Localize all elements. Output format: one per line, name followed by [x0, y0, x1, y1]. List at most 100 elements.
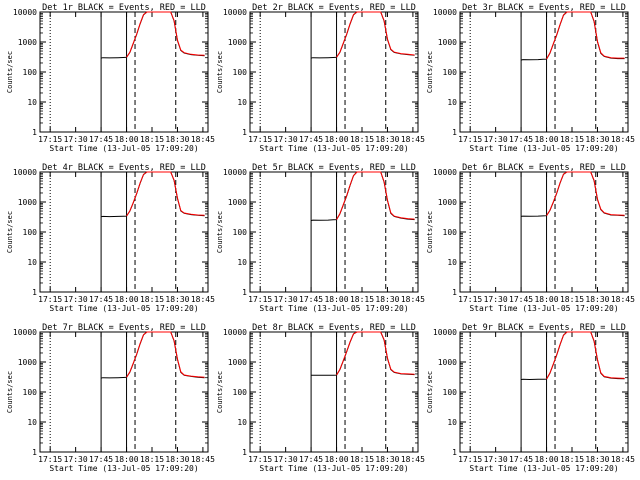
x-tick-label: 17:45 — [509, 295, 533, 304]
chart-panel-9: Det 9r BLACK = Events, RED = LLD 1 10 100 10… — [426, 323, 635, 473]
y-axis-label: Counts/sec — [6, 211, 14, 253]
lld-series-line — [336, 11, 415, 58]
y-tick-label: 10000 — [223, 8, 247, 17]
plot-frame — [249, 11, 419, 133]
y-axis-label: Counts/sec — [426, 51, 434, 93]
x-tick-label: 18:45 — [401, 455, 425, 464]
x-axis-label: Start Time (13-Jul-05 17:09:20) — [259, 304, 408, 313]
x-tick-label: 17:15 — [458, 455, 482, 464]
y-tick-label: 100 — [233, 388, 248, 397]
chart-title: Det 6r BLACK = Events, RED = LLD — [462, 163, 626, 173]
x-tick-label: 17:30 — [484, 135, 508, 144]
x-tick-label: 17:30 — [274, 135, 298, 144]
chart-title: Det 9r BLACK = Events, RED = LLD — [462, 323, 626, 333]
y-tick-label: 1 — [452, 288, 457, 297]
x-tick-label: 18:45 — [191, 135, 215, 144]
x-tick-label: 17:45 — [299, 135, 323, 144]
y-tick-label: 1 — [452, 128, 457, 137]
x-tick-label: 17:30 — [484, 455, 508, 464]
y-tick-label: 100 — [443, 228, 458, 237]
events-series-line — [100, 11, 205, 59]
x-tick-label: 18:00 — [534, 135, 558, 144]
x-tick-label: 17:45 — [509, 455, 533, 464]
y-tick-label: 10 — [237, 418, 247, 427]
y-tick-label: 1 — [32, 288, 37, 297]
y-axis-label: Counts/sec — [216, 371, 224, 413]
x-tick-label: 18:15 — [140, 135, 164, 144]
chart-panel-1: Det 1r BLACK = Events, RED = LLD 1 10 100 10… — [6, 3, 215, 153]
y-tick-label: 1000 — [18, 198, 37, 207]
events-series-line — [310, 171, 415, 222]
x-tick-label: 17:45 — [299, 295, 323, 304]
x-tick-label: 18:15 — [560, 295, 584, 304]
plot-frame — [459, 331, 629, 453]
lld-series-line — [126, 11, 205, 58]
y-axis-label: Counts/sec — [6, 371, 14, 413]
y-tick-label: 10 — [27, 418, 37, 427]
chart-panel-3: Det 3r BLACK = Events, RED = LLD 1 10 100 10… — [426, 3, 635, 153]
x-tick-label: 17:15 — [248, 455, 272, 464]
chart-panel-7: Det 7r BLACK = Events, RED = LLD 1 10 100 10… — [6, 323, 215, 473]
events-series-line — [521, 331, 625, 381]
chart-title: Det 5r BLACK = Events, RED = LLD — [252, 163, 416, 173]
x-tick-label: 18:30 — [585, 295, 609, 304]
y-tick-label: 100 — [443, 68, 458, 77]
y-tick-label: 10000 — [433, 328, 457, 337]
x-tick-label: 18:15 — [140, 295, 164, 304]
x-tick-label: 18:00 — [534, 295, 558, 304]
x-tick-label: 18:30 — [375, 135, 399, 144]
y-axis-label: Counts/sec — [216, 51, 224, 93]
plot-frame — [459, 11, 629, 133]
x-tick-label: 18:00 — [114, 135, 138, 144]
plot-frame — [39, 11, 209, 133]
y-tick-label: 1000 — [438, 198, 457, 207]
y-axis-label: Counts/sec — [426, 211, 434, 253]
lld-series-line — [546, 331, 625, 380]
y-tick-label: 10000 — [433, 8, 457, 17]
x-tick-label: 18:45 — [401, 295, 425, 304]
x-tick-label: 18:00 — [324, 455, 348, 464]
x-axis-label: Start Time (13-Jul-05 17:09:20) — [259, 464, 408, 473]
x-tick-label: 18:45 — [191, 295, 215, 304]
y-tick-label: 10000 — [13, 168, 37, 177]
x-tick-label: 18:30 — [165, 135, 189, 144]
chart-title: Det 1r BLACK = Events, RED = LLD — [42, 3, 206, 13]
x-axis-label: Start Time (13-Jul-05 17:09:20) — [469, 304, 618, 313]
events-series-line — [521, 171, 625, 217]
x-tick-label: 18:30 — [165, 455, 189, 464]
chart-title: Det 7r BLACK = Events, RED = LLD — [42, 323, 206, 333]
x-tick-label: 18:45 — [401, 135, 425, 144]
y-tick-label: 100 — [23, 68, 38, 77]
x-tick-label: 18:00 — [324, 295, 348, 304]
y-tick-label: 10000 — [223, 328, 247, 337]
y-tick-label: 1 — [242, 448, 247, 457]
y-tick-label: 1000 — [438, 358, 457, 367]
x-tick-label: 17:15 — [458, 135, 482, 144]
y-tick-label: 1000 — [438, 38, 457, 47]
y-tick-label: 1 — [452, 448, 457, 457]
x-axis-label: Start Time (13-Jul-05 17:09:20) — [49, 144, 198, 153]
y-tick-label: 1000 — [228, 358, 247, 367]
x-tick-label: 18:45 — [611, 455, 635, 464]
y-tick-label: 10000 — [13, 8, 37, 17]
x-tick-label: 17:15 — [248, 295, 272, 304]
lld-series-line — [336, 171, 415, 220]
y-tick-label: 10 — [447, 418, 457, 427]
x-axis-label: Start Time (13-Jul-05 17:09:20) — [259, 144, 408, 153]
x-tick-label: 18:45 — [611, 135, 635, 144]
x-tick-label: 18:00 — [114, 455, 138, 464]
x-tick-label: 18:30 — [165, 295, 189, 304]
y-tick-label: 1000 — [228, 38, 247, 47]
chart-panel-8: Det 8r BLACK = Events, RED = LLD 1 10 100 10… — [216, 323, 425, 473]
x-tick-label: 17:30 — [274, 455, 298, 464]
chart-title: Det 3r BLACK = Events, RED = LLD — [462, 3, 626, 13]
plot-frame — [249, 171, 419, 293]
chart-panel-4: Det 4r BLACK = Events, RED = LLD 1 10 100 10… — [6, 163, 215, 313]
y-tick-label: 10 — [27, 98, 37, 107]
y-tick-label: 10000 — [13, 328, 37, 337]
y-tick-label: 10 — [27, 258, 37, 267]
y-tick-label: 10 — [237, 98, 247, 107]
y-tick-label: 10000 — [223, 168, 247, 177]
x-axis-label: Start Time (13-Jul-05 17:09:20) — [469, 144, 618, 153]
x-tick-label: 17:45 — [509, 135, 533, 144]
